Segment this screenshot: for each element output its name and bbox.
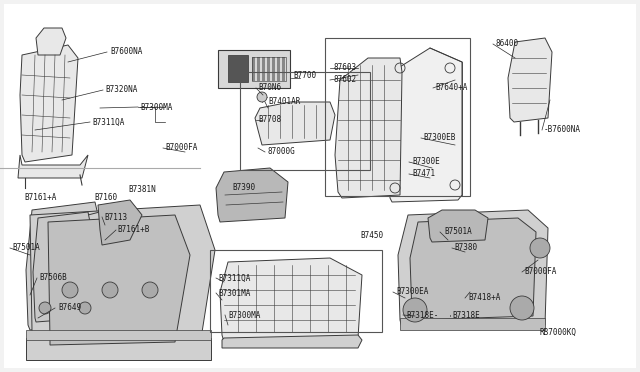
Text: 87603: 87603 — [333, 64, 356, 73]
Circle shape — [102, 282, 118, 298]
Circle shape — [403, 298, 427, 322]
Text: B7161+A: B7161+A — [24, 192, 56, 202]
Circle shape — [257, 92, 267, 102]
Bar — [26, 338, 211, 360]
Polygon shape — [30, 205, 215, 350]
Text: B7471: B7471 — [412, 170, 435, 179]
Polygon shape — [335, 58, 402, 198]
Text: B7000FA: B7000FA — [165, 144, 197, 153]
Polygon shape — [20, 45, 78, 162]
Polygon shape — [428, 210, 488, 242]
Text: 86400: 86400 — [495, 39, 518, 48]
Text: B7501A: B7501A — [12, 244, 40, 253]
Polygon shape — [18, 155, 88, 178]
Text: RB7000KQ: RB7000KQ — [540, 327, 577, 337]
Text: B7300E: B7300E — [412, 157, 440, 167]
Text: B7300EA: B7300EA — [396, 288, 428, 296]
Polygon shape — [388, 48, 462, 202]
Polygon shape — [48, 215, 190, 345]
Polygon shape — [508, 38, 552, 122]
Text: B7311QA: B7311QA — [218, 273, 250, 282]
Bar — [400, 318, 545, 330]
Text: B7506B: B7506B — [39, 273, 67, 282]
Circle shape — [142, 282, 158, 298]
Polygon shape — [88, 208, 122, 358]
Text: B7380: B7380 — [454, 244, 477, 253]
Bar — [240, 72, 370, 170]
Text: B7600NA: B7600NA — [110, 48, 142, 57]
Text: B70N6: B70N6 — [258, 83, 281, 93]
Bar — [277, 57, 280, 81]
Polygon shape — [222, 335, 362, 348]
Bar — [210, 250, 382, 332]
Bar — [262, 57, 265, 81]
Bar — [252, 57, 255, 81]
Bar — [26, 330, 211, 340]
Text: -B7600NA: -B7600NA — [544, 125, 581, 135]
Bar — [267, 57, 270, 81]
Bar — [325, 38, 470, 196]
Text: B7700: B7700 — [293, 71, 316, 80]
Text: B7450: B7450 — [360, 231, 383, 240]
Polygon shape — [36, 28, 66, 55]
Polygon shape — [255, 102, 335, 145]
Bar — [257, 57, 260, 81]
Polygon shape — [26, 202, 98, 330]
Circle shape — [62, 282, 78, 298]
Polygon shape — [216, 168, 288, 222]
Polygon shape — [98, 200, 142, 245]
Text: B7320NA: B7320NA — [105, 86, 138, 94]
Text: B7300EB: B7300EB — [423, 134, 456, 142]
Bar — [218, 50, 290, 88]
Text: B7301MA: B7301MA — [218, 289, 250, 298]
Text: 87602: 87602 — [333, 76, 356, 84]
Text: B7501A: B7501A — [444, 228, 472, 237]
Text: B7161+B: B7161+B — [117, 225, 149, 234]
Circle shape — [530, 238, 550, 258]
Text: B7160: B7160 — [94, 192, 117, 202]
Circle shape — [79, 302, 91, 314]
Text: B7300MA: B7300MA — [228, 311, 260, 320]
Text: B7640+A: B7640+A — [435, 83, 467, 93]
Text: B7708: B7708 — [258, 115, 281, 125]
Polygon shape — [398, 210, 548, 328]
Bar — [252, 57, 286, 81]
Circle shape — [39, 302, 51, 314]
Bar — [228, 55, 248, 82]
Polygon shape — [33, 212, 90, 322]
Text: B7649: B7649 — [58, 304, 81, 312]
Text: B7318E: B7318E — [452, 311, 480, 320]
Text: B7000FA: B7000FA — [524, 267, 556, 276]
Bar — [272, 57, 275, 81]
Text: B7300MA: B7300MA — [140, 103, 172, 112]
Polygon shape — [220, 258, 362, 342]
Text: B7401AR: B7401AR — [268, 97, 300, 106]
Polygon shape — [410, 218, 536, 320]
Circle shape — [510, 296, 534, 320]
Text: B7418+A: B7418+A — [468, 294, 500, 302]
Text: B7113: B7113 — [104, 212, 127, 221]
Text: B7318E-: B7318E- — [406, 311, 438, 320]
Text: B7311QA: B7311QA — [92, 118, 124, 126]
Bar — [282, 57, 285, 81]
Text: B7390: B7390 — [232, 183, 255, 192]
Text: B7381N: B7381N — [128, 186, 156, 195]
Text: 87000G: 87000G — [268, 148, 296, 157]
